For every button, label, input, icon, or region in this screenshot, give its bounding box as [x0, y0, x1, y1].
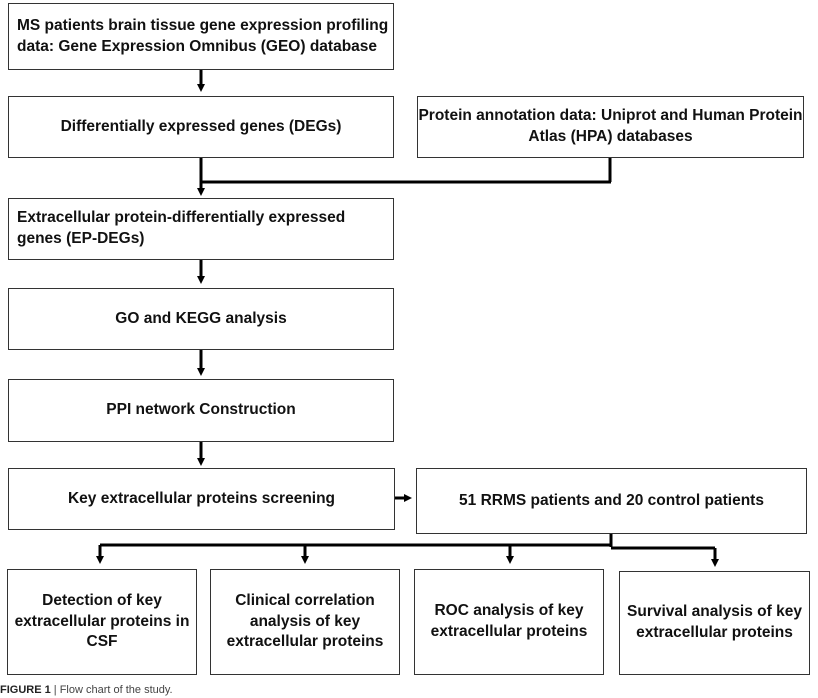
node-patients: 51 RRMS patients and 20 control patients — [416, 468, 807, 534]
node-survival-analysis: Survival analysis of key extracellular p… — [619, 571, 810, 675]
node-clinical-correlation-label: Clinical correlation analysis of key ext… — [226, 591, 384, 651]
node-protein-annotation: Protein annotation data: Uniprot and Hum… — [417, 96, 804, 158]
node-patients-label: 51 RRMS patients and 20 control patients — [459, 491, 764, 509]
node-key-protein-screening-label: Key extracellular proteins screening — [67, 489, 336, 507]
node-protein-annotation-label: Protein annotation data: Uniprot and Hum… — [418, 107, 803, 145]
node-roc-analysis: ROC analysis of key extracellular protei… — [414, 569, 604, 675]
node-go-kegg: GO and KEGG analysis — [8, 288, 394, 350]
node-geo-data: MS patients brain tissue gene expression… — [8, 3, 394, 70]
node-ep-degs: Extracellular protein-differentially exp… — [8, 198, 394, 260]
node-ep-degs-label: Extracellular protein-differentially exp… — [17, 209, 346, 247]
node-degs: Differentially expressed genes (DEGs) — [8, 96, 394, 158]
node-roc-analysis-label: ROC analysis of key extracellular protei… — [430, 602, 588, 640]
node-ppi-network-label: PPI network Construction — [106, 401, 296, 419]
node-ppi-network: PPI network Construction — [8, 379, 394, 442]
node-geo-data-label: MS patients brain tissue gene expression… — [17, 16, 389, 55]
node-detection-csf: Detection of key extracellular proteins … — [7, 569, 197, 675]
figure-caption-label: FIGURE 1 — [0, 684, 51, 696]
node-go-kegg-label: GO and KEGG analysis — [115, 309, 287, 327]
node-clinical-correlation: Clinical correlation analysis of key ext… — [210, 569, 400, 675]
node-survival-analysis-label: Survival analysis of key extracellular p… — [627, 603, 802, 641]
node-detection-csf-label: Detection of key extracellular proteins … — [14, 591, 190, 651]
node-degs-label: Differentially expressed genes (DEGs) — [60, 117, 342, 135]
figure-caption-text: | Flow chart of the study. — [53, 684, 173, 696]
figure-caption: FIGURE 1 | Flow chart of the study. — [0, 684, 173, 696]
node-key-protein-screening: Key extracellular proteins screening — [8, 468, 395, 530]
